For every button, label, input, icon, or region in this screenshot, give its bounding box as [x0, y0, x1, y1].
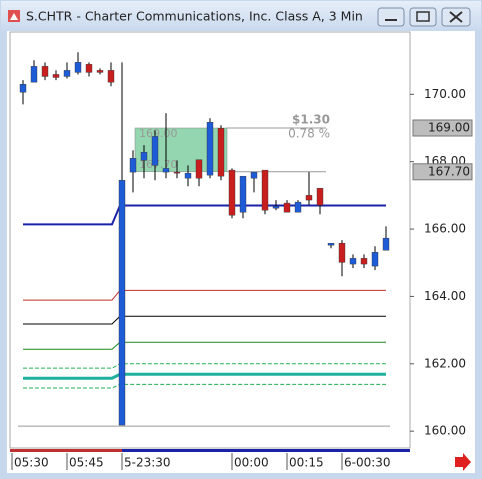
- candle-body: [118, 180, 126, 426]
- x-tick-label: 00:15: [289, 456, 324, 470]
- measure-percent: 0.78 %: [288, 127, 330, 141]
- candle-body: [96, 70, 104, 73]
- price-marker: [412, 163, 473, 181]
- candle-body: [382, 237, 390, 251]
- chart-title: S.CHTR - Charter Communications, Inc. Cl…: [26, 9, 363, 24]
- candle-body: [30, 66, 38, 83]
- candle-body: [360, 258, 368, 265]
- candle-body: [173, 171, 181, 174]
- candle-body: [107, 70, 115, 83]
- candle-body: [338, 242, 346, 263]
- y-tick-label: 166.00: [424, 222, 466, 236]
- y-tick-label: 160.00: [424, 424, 466, 438]
- candle-body: [85, 64, 93, 73]
- price-marker-label: 169.00: [428, 121, 470, 135]
- candle-body: [327, 242, 335, 246]
- candle-body: [349, 258, 357, 265]
- x-tick-label: 05:30: [14, 456, 49, 470]
- candle-body: [63, 70, 71, 77]
- x-tick-label: 05:45: [69, 456, 104, 470]
- candle-body: [294, 201, 302, 213]
- y-tick-label: 164.00: [424, 289, 466, 303]
- candle-body: [184, 172, 192, 179]
- indicator-line: [23, 363, 386, 369]
- app-icon: [8, 10, 20, 22]
- candle-body: [52, 74, 60, 78]
- y-tick-label: 162.00: [424, 356, 466, 370]
- measure-to-label: 169.00: [139, 127, 178, 140]
- candle-body: [151, 136, 159, 166]
- candle-body: [250, 171, 258, 179]
- scroll-arrow[interactable]: [455, 453, 471, 471]
- candle-body: [41, 66, 49, 77]
- indicator-line: [23, 383, 386, 389]
- candle-body: [206, 122, 214, 176]
- candle-body: [283, 202, 291, 213]
- indicator-line: [23, 341, 386, 350]
- candle-body: [272, 205, 280, 209]
- indicator-line: [23, 315, 386, 325]
- candle-body: [217, 128, 225, 177]
- candle-body: [129, 158, 137, 173]
- candle-body: [305, 195, 313, 201]
- indicator-line: [23, 289, 386, 301]
- window-buttons[interactable]: [377, 7, 471, 27]
- price-marker-label: 167.70: [428, 164, 470, 178]
- price-marker: [412, 119, 473, 137]
- candle-body: [19, 84, 27, 93]
- indicator-line: [23, 204, 386, 226]
- candle-body: [316, 188, 324, 206]
- x-tick-label: 6-00:30: [344, 456, 391, 470]
- candle-body: [371, 252, 379, 267]
- plot-border: [9, 31, 411, 449]
- candle-body: [228, 169, 236, 216]
- x-tick-label: 00:00: [234, 456, 269, 470]
- time-bar-prev: [10, 449, 122, 452]
- time-bar: [10, 449, 410, 452]
- x-tick-label: 5-23:30: [124, 456, 171, 470]
- candle-body: [140, 152, 148, 161]
- candle-body: [74, 62, 82, 73]
- measure-from-label: 167.70: [139, 158, 178, 171]
- indicator-line: [23, 372, 386, 380]
- measure-change: $1.30: [292, 113, 330, 127]
- candle-body: [162, 168, 170, 173]
- candle-body: [261, 169, 269, 211]
- candle-body: [239, 175, 247, 213]
- y-tick-label: 170.00: [424, 87, 466, 101]
- candle-body: [195, 159, 203, 179]
